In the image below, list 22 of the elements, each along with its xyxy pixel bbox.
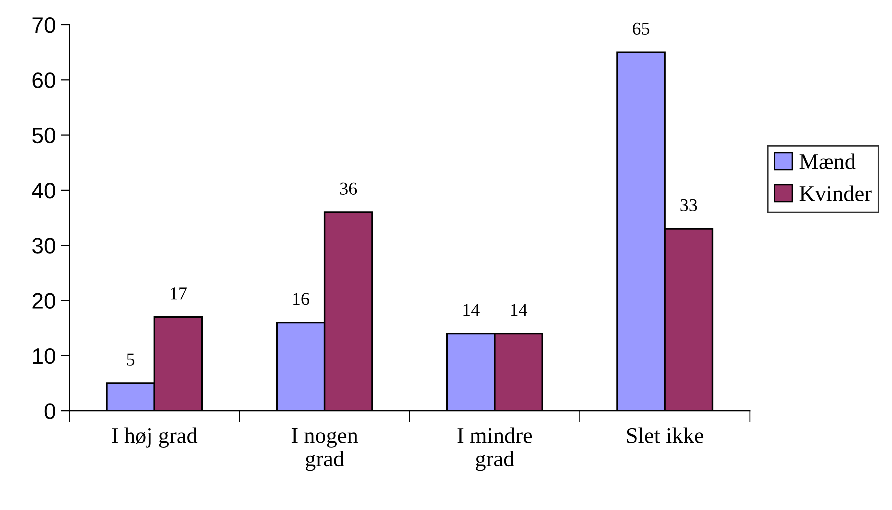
y-tick-label: 10	[33, 348, 56, 364]
data-label: 16	[294, 293, 310, 306]
legend-label: Mænd	[800, 154, 856, 170]
data-label: 14	[511, 304, 528, 316]
y-tick-label: 0	[44, 404, 56, 420]
data-label: 36	[340, 182, 358, 195]
legend-label: Kvinder	[800, 186, 872, 202]
x-tick-label: I mindre grad	[458, 428, 532, 472]
data-label: 33	[680, 199, 698, 212]
x-tick-label: Slet ikke	[627, 428, 704, 444]
y-tick-label: 20	[32, 293, 56, 310]
y-tick-label: 40	[32, 182, 56, 199]
x-tick-label: I høj grad	[112, 428, 198, 448]
y-tick-label: 60	[32, 72, 56, 88]
y-tick-label: 50	[32, 128, 56, 144]
data-label: 14	[464, 304, 480, 316]
y-tick-label: 70	[32, 18, 56, 34]
y-tick-label: 30	[32, 238, 56, 254]
data-label: 17	[171, 288, 187, 300]
x-tick-label: I nogen grad	[292, 428, 358, 472]
data-label: 65	[633, 22, 650, 36]
data-label: 5	[127, 354, 135, 366]
